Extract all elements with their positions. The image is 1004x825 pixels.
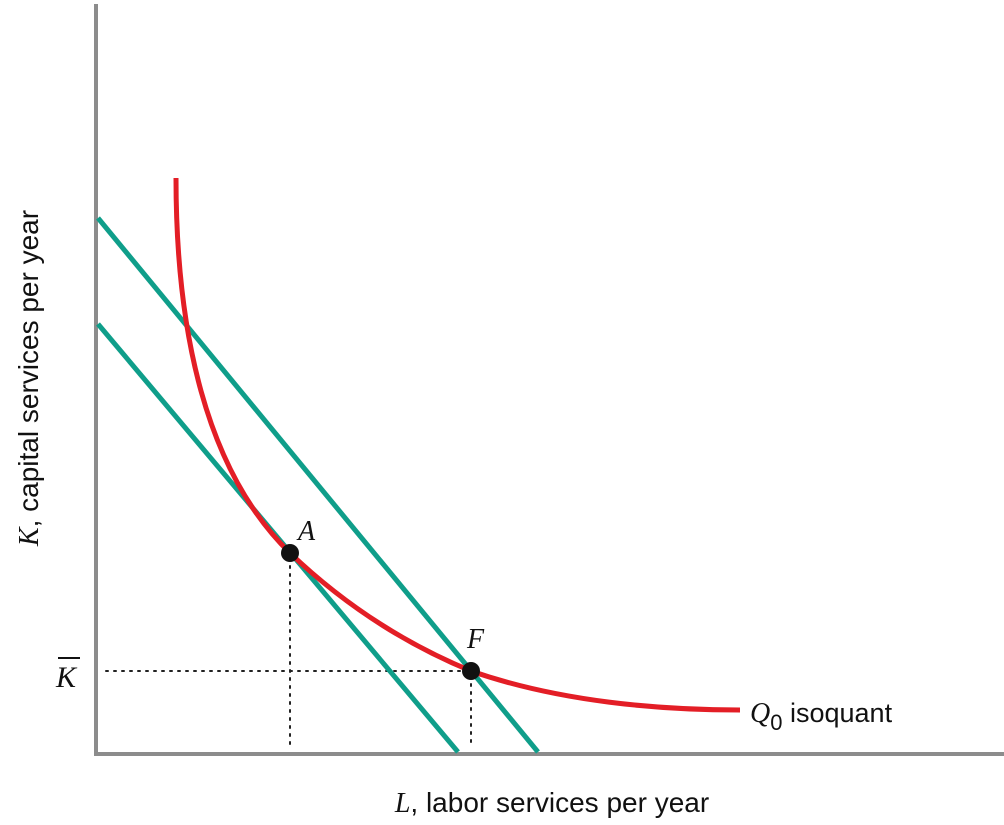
isocost-line-upper: [96, 216, 540, 754]
isoquant-curve: [173, 177, 741, 713]
isoquant-subscript: 0: [770, 710, 782, 735]
point-f-marker: [462, 662, 480, 680]
point-a-label: A: [296, 516, 316, 547]
isoquant-symbol: Q: [750, 698, 770, 729]
y-axis-variable: K: [14, 526, 45, 547]
x-axis-text: , labor services per year: [410, 787, 709, 818]
isoquant-suffix: isoquant: [782, 698, 892, 728]
x-axis-label: L, labor services per year: [394, 787, 709, 819]
y-axis-text: , capital services per year: [13, 210, 44, 527]
point-f-label: F: [466, 624, 485, 655]
point-a-marker: [281, 544, 299, 562]
x-axis-variable: L: [394, 788, 411, 819]
k-bar-label: K: [55, 661, 78, 694]
isoquant-label: Q0 isoquant: [750, 698, 893, 735]
y-axis-label: K, capital services per year: [13, 210, 45, 547]
